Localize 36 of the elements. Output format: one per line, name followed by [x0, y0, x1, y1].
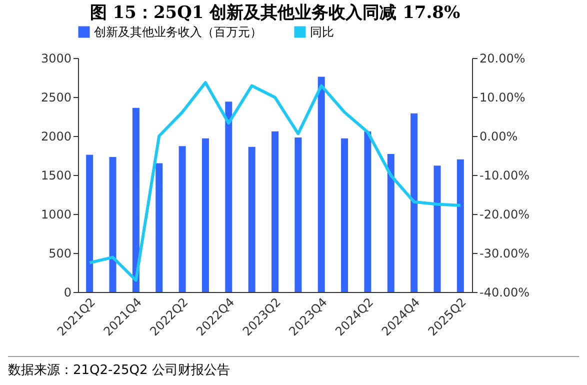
bar: [156, 163, 163, 292]
y2-tick-label: -30.00%: [480, 246, 530, 260]
bar: [294, 138, 302, 292]
bar: [248, 146, 256, 292]
line-series: [88, 81, 462, 282]
y-tick-label: 500: [48, 246, 72, 260]
y-tick-label: 2000: [40, 130, 72, 144]
bar: [132, 108, 140, 292]
bar: [272, 131, 278, 292]
bar: [202, 138, 209, 292]
y2-tick-label: 0.00%: [480, 130, 518, 144]
y-tick-label: 1000: [40, 208, 72, 222]
y-tick-label: 1500: [40, 168, 72, 182]
bar: [178, 146, 186, 292]
bar: [434, 166, 441, 292]
bar: [318, 76, 325, 292]
y2-tick-label: -20.00%: [480, 208, 530, 222]
legend-label: 创新及其他业务收入（百万元）: [94, 25, 262, 39]
y-tick-label: 0: [64, 286, 72, 300]
source-note: 数据来源：21Q2-25Q2 公司财报公告: [8, 356, 579, 379]
y-tick-label: 2500: [40, 90, 72, 104]
bar: [86, 154, 94, 292]
legend-label: 同比: [310, 25, 334, 39]
bar: [341, 138, 348, 292]
bar: [387, 154, 394, 292]
bar: [109, 157, 116, 292]
y2-tick-label: 20.00%: [480, 52, 526, 66]
y2-tick-label: -40.00%: [480, 286, 530, 300]
y2-tick-label: 10.00%: [480, 90, 526, 104]
chart-title: 图 15：25Q1 创新及其他业务收入同减 17.8%: [90, 3, 460, 23]
bar: [364, 131, 372, 292]
bar: [410, 113, 418, 292]
bar: [456, 159, 464, 292]
y-tick-label: 3000: [40, 52, 72, 66]
y2-tick-label: -10.00%: [480, 168, 530, 182]
bar: [225, 102, 232, 292]
